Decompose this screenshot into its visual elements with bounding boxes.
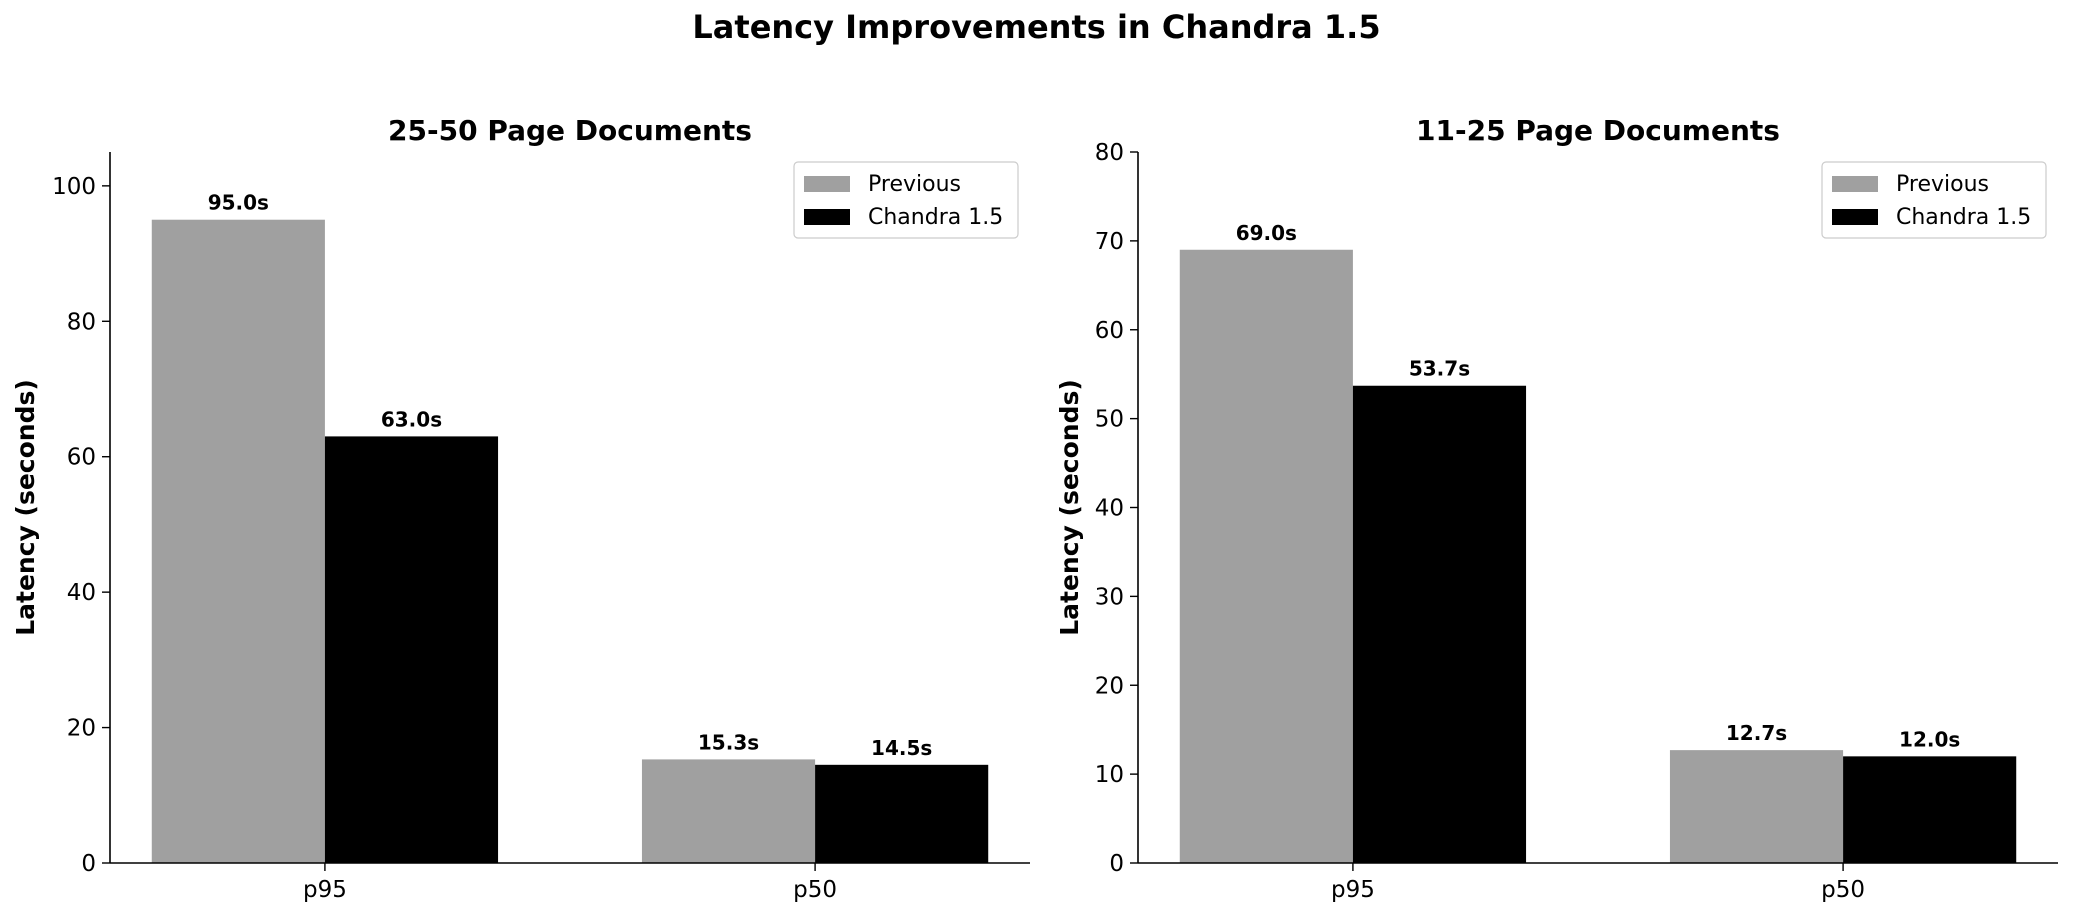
- y-tick-label: 40: [1095, 496, 1124, 522]
- bar-chandra-1-5-p50: [815, 764, 989, 863]
- legend-label: Chandra 1.5: [1896, 205, 2031, 230]
- y-tick-label: 20: [1095, 673, 1124, 699]
- y-tick-label: 60: [67, 445, 96, 471]
- figure-title: Latency Improvements in Chandra 1.5: [692, 8, 1381, 46]
- panel-title: 11-25 Page Documents: [1416, 114, 1780, 147]
- y-tick-label: 20: [67, 716, 96, 742]
- x-tick-label-p50: p50: [793, 877, 837, 903]
- y-tick-label: 30: [1095, 584, 1124, 610]
- bar-previous-p95: [1179, 249, 1353, 863]
- legend-swatch-previous: [804, 176, 850, 192]
- data-label: 15.3s: [698, 730, 759, 754]
- legend-label: Previous: [1896, 172, 1989, 197]
- chart-panel-1: 95.0s 15.3s 63.0s 14.5s 0 20 40 60 80 100 p95 p50 25…: [11, 114, 1030, 903]
- y-tick-label: 60: [1095, 318, 1124, 344]
- y-tick-label: 10: [1095, 762, 1124, 788]
- data-label: 14.5s: [871, 736, 932, 760]
- data-label: 69.0s: [1236, 221, 1297, 245]
- x-tick-label-p95: p95: [1331, 877, 1375, 903]
- data-label: 95.0s: [208, 191, 269, 215]
- y-tick-label: 80: [67, 309, 96, 335]
- bar-chandra-1-5-p95: [324, 436, 499, 863]
- x-tick-label-p50: p50: [1821, 877, 1865, 903]
- data-label: 53.7s: [1409, 357, 1470, 381]
- bar-chandra-1-5-p50: [1843, 756, 2017, 863]
- bar-previous-p50: [641, 759, 816, 863]
- y-axis-label: Latency (seconds): [1055, 379, 1084, 636]
- panel-title: 25-50 Page Documents: [388, 114, 752, 147]
- legend-label: Previous: [868, 172, 961, 197]
- y-tick-label: 80: [1095, 140, 1124, 166]
- data-label: 12.7s: [1726, 721, 1787, 745]
- bar-chandra-1-5-p95: [1352, 385, 1527, 863]
- y-tick-label: 100: [52, 174, 96, 200]
- y-axis-label: Latency (seconds): [11, 379, 40, 636]
- chart-panel-2: 69.0s 12.7s 53.7s 12.0s 0 10 20 30 40 50 60 70 80 p95…: [1055, 114, 2058, 903]
- data-label: 12.0s: [1899, 727, 1960, 751]
- bar-previous-p95: [151, 219, 325, 863]
- legend: Previous Chandra 1.5: [1821, 161, 2047, 239]
- legend-swatch-chandra-1-5: [804, 209, 850, 225]
- legend-swatch-previous: [1832, 176, 1878, 192]
- legend-swatch-chandra-1-5: [1832, 209, 1878, 225]
- legend: Previous Chandra 1.5: [793, 161, 1019, 239]
- y-tick-label: 0: [81, 851, 96, 877]
- data-label: 63.0s: [381, 407, 442, 431]
- bar-previous-p50: [1669, 750, 1844, 863]
- y-tick-label: 70: [1095, 229, 1124, 255]
- y-tick-label: 0: [1109, 851, 1124, 877]
- y-tick-label: 50: [1095, 407, 1124, 433]
- x-tick-label-p95: p95: [303, 877, 347, 903]
- y-tick-label: 40: [67, 580, 96, 606]
- legend-label: Chandra 1.5: [868, 205, 1003, 230]
